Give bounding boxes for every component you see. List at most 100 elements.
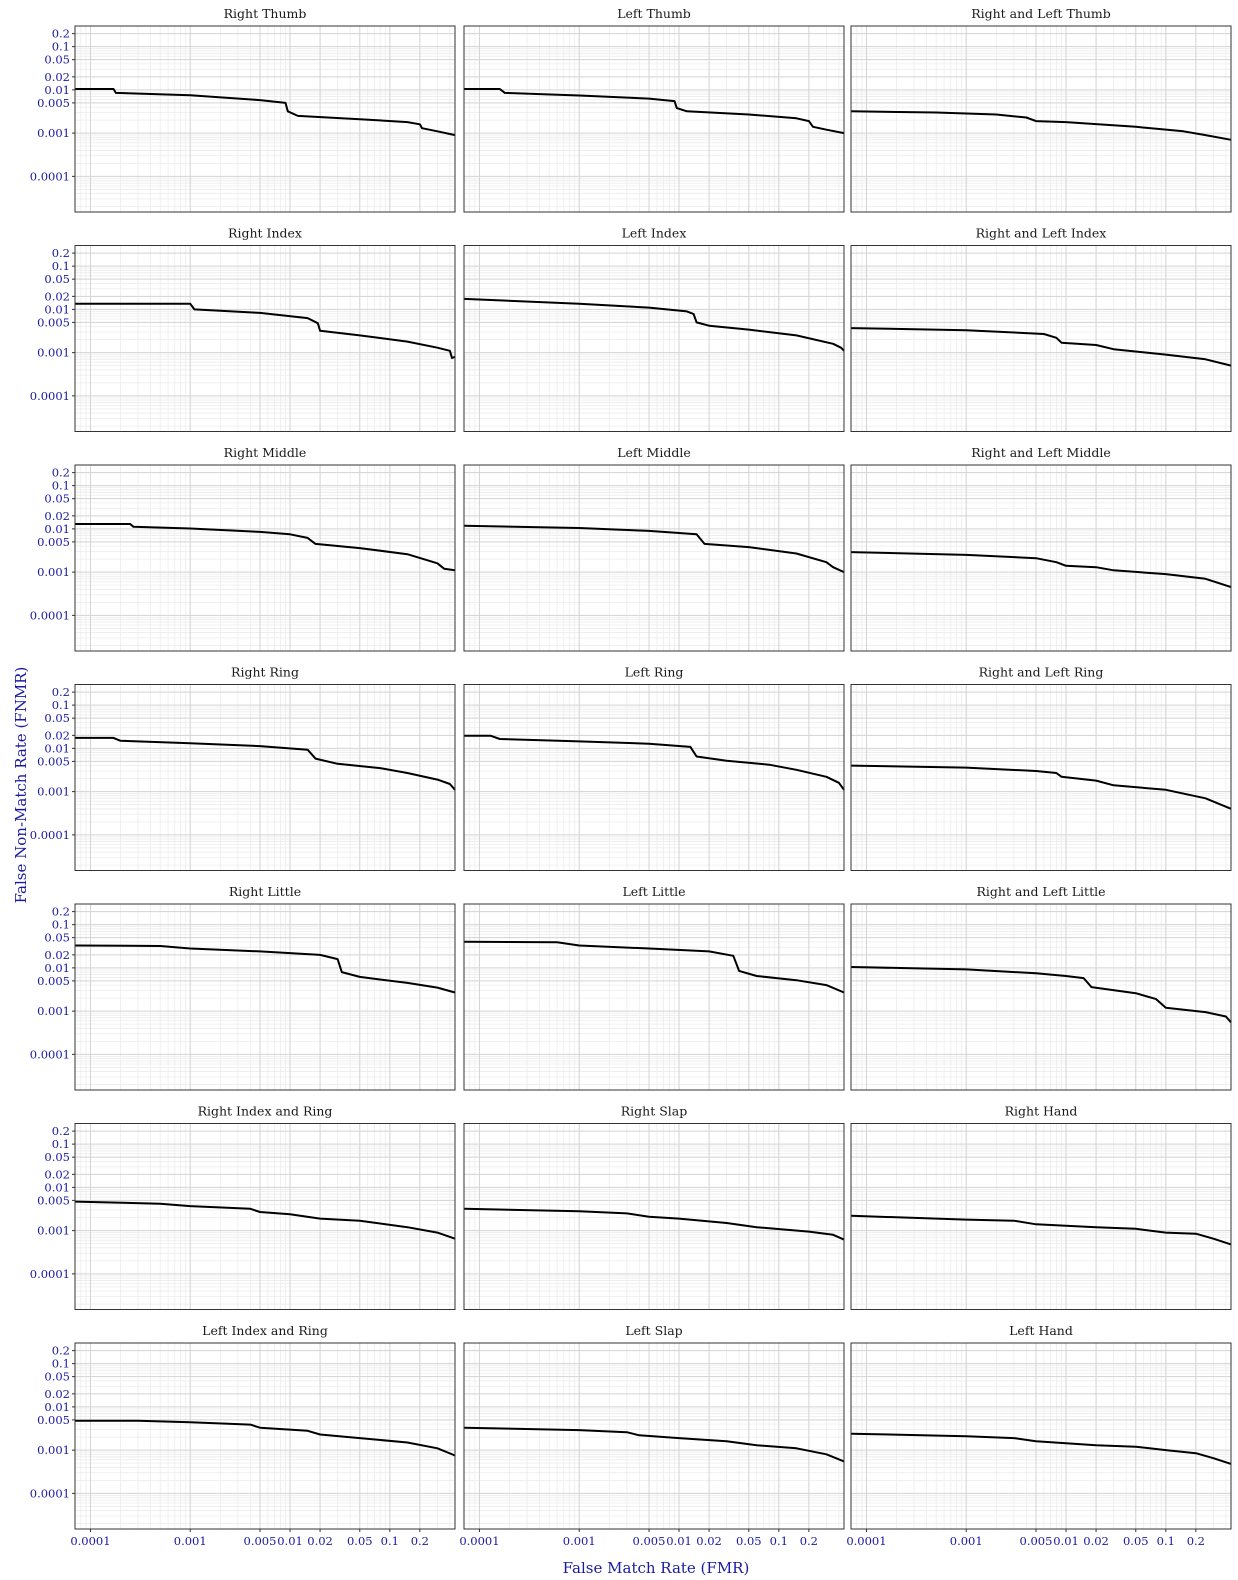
x-tick-label: 0.05 <box>1123 1534 1149 1548</box>
x-tick-label: 0.01 <box>1053 1534 1079 1548</box>
panel-border <box>463 684 845 871</box>
x-tick-label: 0.02 <box>307 1534 333 1548</box>
panel-title: Right and Left Middle <box>971 445 1110 460</box>
panel-title: Right and Left Index <box>976 226 1107 241</box>
x-tick-label: 0.0001 <box>846 1534 886 1548</box>
x-tick-label: 0.0001 <box>459 1534 499 1548</box>
y-tick-label: 0.001 <box>37 1224 70 1238</box>
x-tick-label: 0.02 <box>696 1534 722 1548</box>
panel-background <box>75 1343 455 1529</box>
x-tick-label: 0.02 <box>1083 1534 1109 1548</box>
fnmr-curve <box>75 1419 456 1457</box>
panel-title: Left Little <box>622 884 685 899</box>
y-tick-label: 0.0001 <box>30 169 70 183</box>
y-tick-label: 0.05 <box>44 931 70 945</box>
y-tick-label: 0.005 <box>37 315 70 329</box>
x-tick-label: 0.005 <box>1020 1534 1053 1548</box>
panel-background <box>464 684 844 871</box>
y-tick-label: 0.005 <box>37 535 70 549</box>
panel-title: Left Index <box>622 226 687 241</box>
y-tick-label: 0.05 <box>44 1370 70 1384</box>
panel-background <box>464 245 844 432</box>
panel-background <box>851 1343 1231 1529</box>
y-tick-label: 0.005 <box>37 754 70 768</box>
x-tick-label: 0.1 <box>381 1534 399 1548</box>
fnmr-curve <box>75 302 456 359</box>
fnmr-curve <box>75 736 456 791</box>
fnmr-curve <box>850 327 1232 367</box>
y-tick-label: 0.05 <box>44 492 70 506</box>
y-tick-label: 0.2 <box>52 27 70 41</box>
y-tick-label: 0.0001 <box>30 1486 70 1500</box>
panel-background <box>851 904 1231 1090</box>
y-tick-label: 0.1 <box>52 698 70 712</box>
y-tick-label: 0.0001 <box>30 389 70 403</box>
y-tick-label: 0.01 <box>44 961 70 975</box>
panel-title: Right Index <box>228 226 302 241</box>
panel-title: Left Thumb <box>617 6 691 21</box>
panel-background <box>75 904 455 1090</box>
panel-title: Left Hand <box>1009 1323 1073 1338</box>
facet-panel: Left Thumb <box>463 6 845 213</box>
facet-panel: Right Index and Ring 0.0001 0.001 0.0050.01… <box>30 1104 456 1310</box>
y-tick-label: 0.1 <box>52 1137 70 1151</box>
y-tick-label: 0.001 <box>37 1004 70 1018</box>
panel-background <box>851 245 1231 432</box>
facet-panel: Right and Left Thumb <box>850 6 1232 213</box>
y-tick-label: 0.001 <box>37 1443 70 1457</box>
facet-panel: Left Little <box>463 884 845 1091</box>
panel-title: Left Middle <box>617 445 691 460</box>
facet-panel: Left Hand 0.0001 0.001 0.005 0.01 0.02 0.05 0.1… <box>846 1323 1232 1548</box>
facet-panel: Right Index0.00010.0010.0050.010.020.050… <box>30 226 456 432</box>
panel-border <box>74 1123 456 1310</box>
x-tick-label: 0.001 <box>174 1534 207 1548</box>
y-tick-label: 0.005 <box>37 974 70 988</box>
y-tick-label: 0.01 <box>44 1400 70 1414</box>
facet-panel: Left Index and Ring0.00010.0010.0050.010… <box>30 1323 456 1548</box>
y-tick-label: 0.001 <box>37 346 70 360</box>
panel-title: Right and Left Ring <box>979 665 1104 680</box>
panel-title: Right and Left Little <box>977 884 1106 899</box>
y-tick-label: 0.2 <box>52 905 70 919</box>
panel-title: Right and Left Thumb <box>971 6 1111 21</box>
panel-border <box>463 1342 845 1530</box>
y-tick-label: 0.02 <box>44 1387 70 1401</box>
fnmr-curve <box>850 1432 1232 1465</box>
x-tick-label: 0.2 <box>1187 1534 1205 1548</box>
y-tick-label: 0.0001 <box>30 1267 70 1281</box>
facet-panel: Right Ring0.00010.0010.0050.010.020.050.… <box>30 665 456 871</box>
facet-panel: Left Index <box>463 226 845 432</box>
fnmr-curve <box>75 88 456 137</box>
panel-border <box>463 1123 845 1310</box>
y-tick-label: 0.01 <box>44 741 70 755</box>
panel-border <box>74 245 456 432</box>
y-tick-label: 0.02 <box>44 1167 70 1181</box>
panel-title: Right Index and Ring <box>198 1104 333 1119</box>
panel-border <box>463 245 845 432</box>
y-tick-label: 0.1 <box>52 259 70 273</box>
y-tick-label: 0.02 <box>44 70 70 84</box>
panel-border <box>74 25 456 213</box>
y-tick-label: 0.1 <box>52 1357 70 1371</box>
panel-background <box>464 904 844 1090</box>
panel-title: Right Slap <box>621 1104 687 1119</box>
panel-background <box>851 465 1231 651</box>
y-tick-label: 0.05 <box>44 272 70 286</box>
fnmr-curve <box>850 551 1232 589</box>
panel-border <box>74 684 456 871</box>
y-tick-label: 0.1 <box>52 479 70 493</box>
fnmr-curve <box>850 764 1232 810</box>
panel-background <box>464 26 844 212</box>
y-tick-label: 0.005 <box>37 1193 70 1207</box>
y-tick-label: 0.05 <box>44 711 70 725</box>
y-tick-label: 0.1 <box>52 40 70 54</box>
panel-border <box>850 245 1232 432</box>
y-tick-label: 0.2 <box>52 1124 70 1138</box>
facet-panel: Right and Left Ring <box>850 665 1232 871</box>
y-tick-label: 0.001 <box>37 785 70 799</box>
y-tick-label: 0.05 <box>44 1150 70 1164</box>
fnmr-curve <box>850 1214 1232 1246</box>
fnmr-curve <box>464 734 845 791</box>
